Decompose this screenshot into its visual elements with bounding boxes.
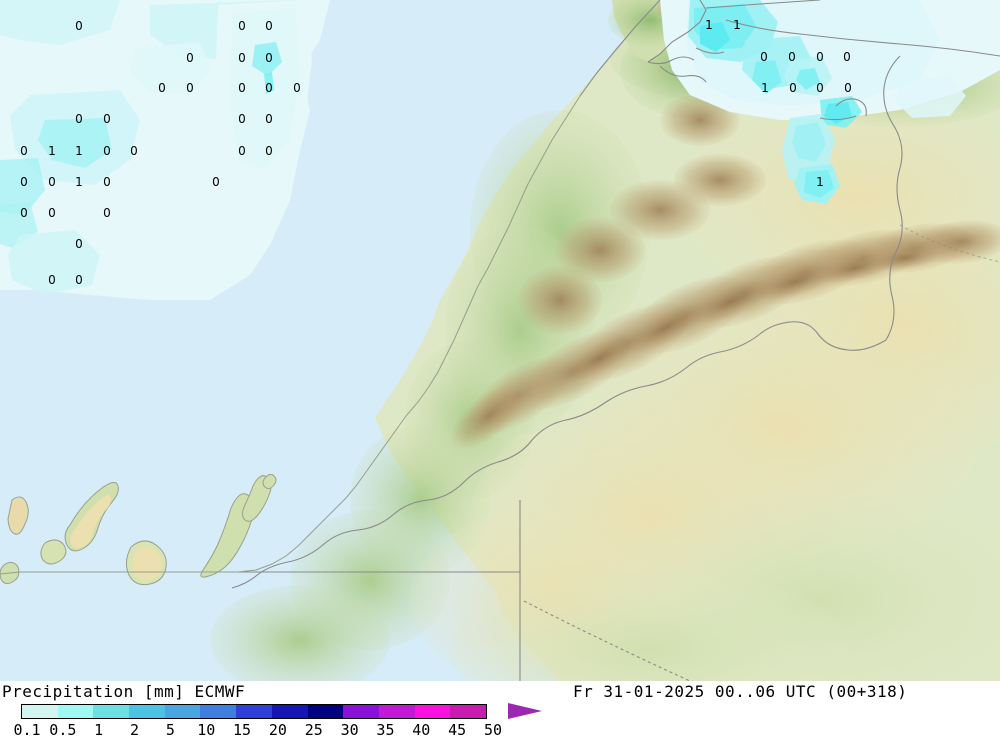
precip-value-31: 0 [48,273,56,287]
precip-value-24: 1 [75,175,83,189]
tick-10: 10 [197,721,216,739]
tick-40: 40 [412,721,431,739]
atlantic-coastline [0,73,597,575]
precip-value-26: 0 [212,175,220,189]
tick-20: 20 [268,721,287,739]
precip-value-1: 0 [186,51,194,65]
precip-value-35: 0 [760,50,768,64]
map-canvas [0,0,1000,681]
precip-value-39: 1 [761,81,769,95]
precip-value-3: 0 [265,19,273,33]
precip-value-13: 0 [238,112,246,126]
precip-value-18: 0 [103,144,111,158]
precip-value-29: 0 [103,206,111,220]
precip-value-22: 0 [20,175,28,189]
precip-value-9: 0 [265,81,273,95]
precip-value-12: 0 [103,112,111,126]
tick-5: 5 [165,721,175,739]
precip-value-8: 0 [238,81,246,95]
precip-value-17: 1 [75,144,83,158]
colorbar-overflow-arrow [508,703,542,719]
colorbar-swatch-45 [450,705,486,718]
colorbar-swatch-1 [93,705,130,718]
colorbar-swatch-35 [378,705,415,718]
precip-value-42: 0 [844,81,852,95]
tick-2: 2 [130,721,140,739]
colorbar-swatch-25 [307,705,344,718]
precip-value-4: 0 [238,51,246,65]
precip-value-27: 0 [20,206,28,220]
precip-value-2: 0 [238,19,246,33]
tick-0.5: 0.5 [49,721,77,739]
colorbar-swatch-20 [271,705,308,718]
tick-30: 30 [340,721,359,739]
run-timestamp: Fr 31-01-2025 00..06 UTC (00+318) [573,682,908,701]
precip-value-41: 0 [816,81,824,95]
colorbar-swatch-5 [164,705,201,718]
precip-value-33: 1 [705,18,713,32]
precip-value-16: 1 [48,144,56,158]
colorbar-swatch-2 [129,705,165,718]
precip-value-23: 0 [48,175,56,189]
precip-value-14: 0 [265,112,273,126]
precip-value-25: 0 [103,175,111,189]
tick-25: 25 [304,721,323,739]
colorbar-swatch-0.1 [22,705,58,718]
precip-value-37: 0 [816,50,824,64]
tick-45: 45 [448,721,467,739]
precip-value-7: 0 [186,81,194,95]
tick-0.1: 0.1 [13,721,41,739]
tick-35: 35 [376,721,395,739]
precip-value-40: 0 [789,81,797,95]
precip-value-11: 0 [75,112,83,126]
precipitation-map[interactable]: 0 0 0 0 0 0 0 0 0 0 0 0 0 0 0 0 1 1 0 0 0 0 0 0 1 0 0 0 0 0 0 0 0 1 1 0 0 0 0 1… [0,0,1000,681]
atlas-mountains [451,94,1000,448]
tick-15: 15 [233,721,252,739]
precip-value-30: 0 [75,237,83,251]
precip-value-15: 0 [20,144,28,158]
colorbar-swatch-10 [200,705,237,718]
colorbar-swatch-40 [414,705,451,718]
tick-1: 1 [94,721,104,739]
legend-title: Precipitation [mm] ECMWF [2,682,246,701]
precip-value-32: 0 [75,273,83,287]
precip-value-0: 0 [75,19,83,33]
precip-value-28: 0 [48,206,56,220]
precip-value-34: 1 [733,18,741,32]
precip-value-10: 0 [293,81,301,95]
legend-footer: Precipitation [mm] ECMWF Fr 31-01-2025 0… [0,681,1000,739]
precipitation-shading [0,0,1000,300]
precip-value-43: 1 [816,175,824,189]
precip-value-5: 0 [265,51,273,65]
colorbar-swatch-15 [236,705,272,718]
precip-value-21: 0 [265,144,273,158]
colorbar[interactable] [21,704,487,719]
precip-value-20: 0 [238,144,246,158]
precip-value-36: 0 [788,50,796,64]
precip-value-38: 0 [843,50,851,64]
colorbar-swatch-30 [343,705,379,718]
precip-value-6: 0 [158,81,166,95]
colorbar-swatch-0.5 [57,705,94,718]
tick-50: 50 [483,721,503,739]
precip-value-19: 0 [130,144,138,158]
